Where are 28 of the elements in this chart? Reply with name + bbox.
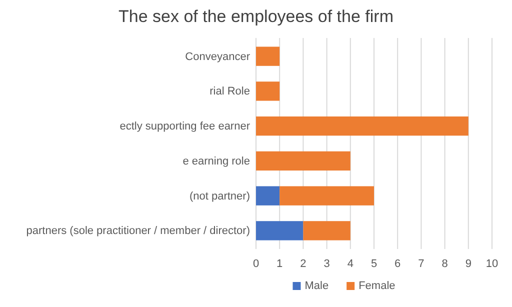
y-tick-label: rial Role <box>210 86 250 98</box>
chart-title: The sex of the employees of the firm <box>118 7 394 26</box>
x-tick-label: 1 <box>276 258 283 270</box>
bar <box>280 186 374 206</box>
y-tick-label: e earning role <box>182 155 250 168</box>
x-tick-label: 5 <box>370 258 378 270</box>
x-tick-label: 6 <box>394 258 401 270</box>
x-tick-label: 2 <box>300 258 306 270</box>
y-tick-label: ectly supporting fee earner <box>120 120 250 133</box>
bar <box>256 186 280 206</box>
bar <box>256 82 280 101</box>
x-tick-label: 0 <box>252 258 260 270</box>
x-tick-label: 8 <box>442 258 448 270</box>
y-tick-label: partners (sole practitioner / member / director) <box>26 225 250 238</box>
bar <box>256 116 468 136</box>
y-tick-label: Conveyancer <box>185 50 250 63</box>
bar <box>256 151 350 171</box>
x-tick-label: 4 <box>347 258 354 270</box>
x-tick-label: 3 <box>324 258 330 270</box>
bar <box>256 46 280 66</box>
x-tick-label: 10 <box>486 258 498 270</box>
bar <box>256 221 304 240</box>
x-tick-label: 7 <box>418 258 424 270</box>
x-tick-label: 9 <box>465 258 472 270</box>
legend-label: Male <box>304 280 329 292</box>
bar <box>303 221 350 240</box>
y-tick-label: (not partner) <box>189 190 250 202</box>
legend-label: Female <box>358 280 396 292</box>
